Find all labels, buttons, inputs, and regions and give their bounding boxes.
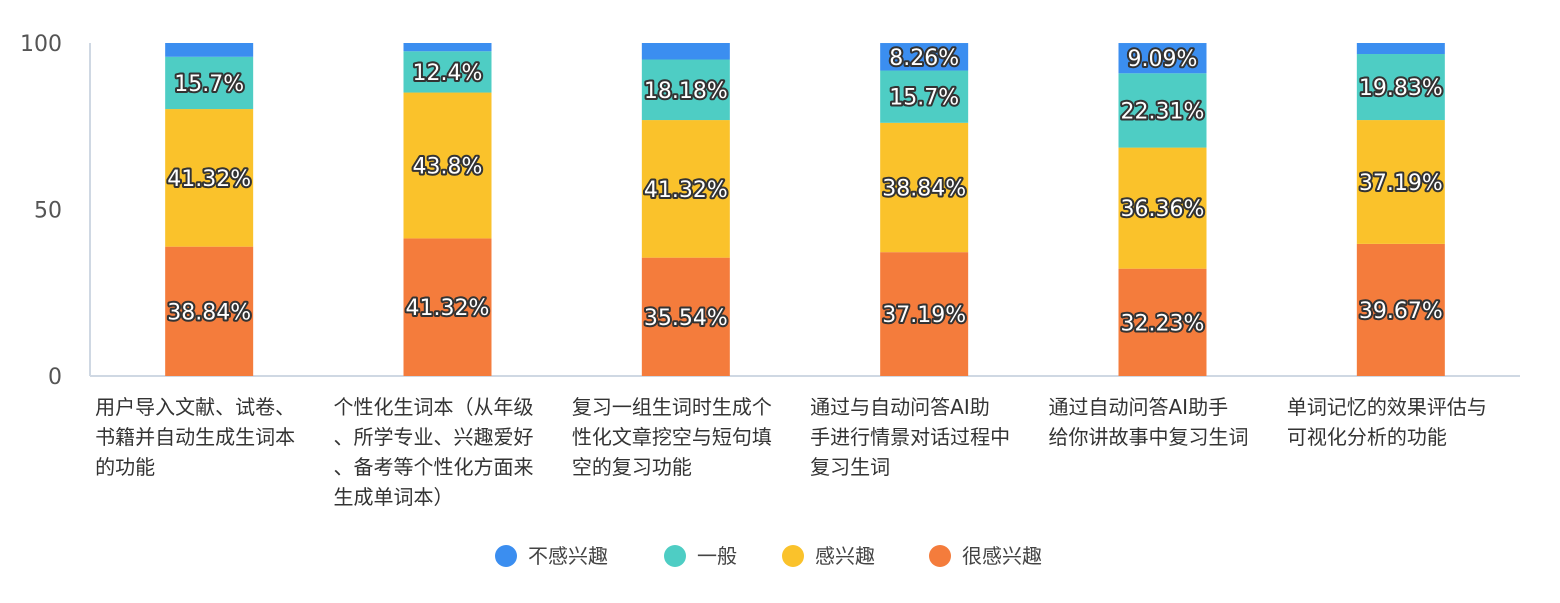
x-category-label-line: 个性化生词本（从年级 — [334, 395, 534, 419]
data-label: 9.09% — [1128, 47, 1198, 72]
x-category-label-line: 单词记忆的效果评估与 — [1287, 395, 1487, 419]
bar-segment — [880, 122, 969, 253]
data-label: 12.4% — [413, 61, 483, 86]
x-category-label-line: 可视化分析的功能 — [1287, 425, 1447, 449]
data-label: 43.8% — [413, 154, 483, 179]
bar-segment — [1118, 43, 1207, 74]
x-category-label-line: 生成单词本） — [334, 485, 454, 509]
bar-segment — [165, 56, 254, 110]
legend-label: 很感兴趣 — [962, 544, 1042, 568]
bar-segment — [1118, 268, 1207, 376]
x-category-label-line: 给你讲故事中复习生词 — [1049, 425, 1249, 449]
x-category-label-line: 的功能 — [95, 455, 155, 479]
legend-marker — [664, 545, 686, 567]
bar-segment — [165, 246, 254, 376]
bar-segment — [880, 252, 969, 376]
data-label: 18.18% — [644, 79, 728, 104]
bar-segment — [165, 43, 254, 57]
data-label: 37.19% — [1359, 171, 1443, 196]
legend-marker — [495, 545, 517, 567]
legend-marker — [782, 545, 804, 567]
x-category-label: 通过自动问答AI助手给你讲故事中复习生词 — [1049, 395, 1249, 449]
x-category-label-line: 复习一组生词时生成个 — [572, 395, 772, 419]
bar-segment — [1356, 120, 1445, 244]
legend-marker — [929, 545, 951, 567]
data-label: 38.84% — [882, 176, 966, 201]
bar-segment — [641, 59, 730, 121]
bar-segment — [403, 92, 492, 239]
data-label: 35.54% — [644, 306, 728, 331]
bar-segment — [880, 43, 969, 71]
data-label: 41.32% — [167, 167, 251, 192]
bar-segment — [1118, 147, 1207, 269]
data-label: 37.19% — [882, 303, 966, 328]
bar-segment — [403, 43, 492, 52]
bar-segment — [1356, 43, 1445, 55]
x-category-label-line: 、所学专业、兴趣爱好 — [334, 425, 534, 449]
data-label: 41.32% — [406, 296, 490, 321]
x-category-label-line: 书籍并自动生成生词本 — [95, 425, 295, 449]
data-label: 8.26% — [889, 46, 959, 71]
x-category-label-line: 空的复习功能 — [572, 455, 692, 479]
x-category-label-line: 复习生词 — [810, 455, 890, 479]
bar-segment — [165, 109, 254, 247]
x-category-label-line: 通过与自动问答AI助 — [810, 395, 990, 419]
y-tick-label: 100 — [20, 32, 62, 57]
legend-label: 不感兴趣 — [528, 544, 608, 568]
x-category-label-line: 用户导入文献、试卷、 — [95, 395, 295, 419]
legend-label: 一般 — [697, 544, 737, 568]
bar-segment — [1356, 54, 1445, 121]
bar-segment — [1356, 243, 1445, 376]
bar-segment — [880, 70, 969, 123]
x-category-label: 用户导入文献、试卷、书籍并自动生成生词本的功能 — [95, 395, 295, 479]
x-category-label: 通过与自动问答AI助手进行情景对话过程中复习生词 — [810, 395, 1010, 479]
data-label: 38.84% — [167, 300, 251, 325]
x-category-label-line: 通过自动问答AI助手 — [1049, 395, 1229, 419]
bar-segment — [403, 238, 492, 376]
data-label: 19.83% — [1359, 76, 1443, 101]
bar-segment — [641, 43, 730, 60]
x-category-label-line: 、备考等个性化方面来 — [334, 455, 534, 479]
bar-segment — [403, 51, 492, 93]
x-category-label: 单词记忆的效果评估与可视化分析的功能 — [1287, 395, 1487, 449]
data-label: 32.23% — [1121, 311, 1205, 336]
data-label: 39.67% — [1359, 299, 1443, 324]
data-label: 22.31% — [1121, 99, 1205, 124]
data-label: 36.36% — [1121, 197, 1205, 222]
y-tick-label: 50 — [34, 199, 62, 224]
bar-segment — [641, 120, 730, 258]
data-label: 41.32% — [644, 178, 728, 203]
x-category-label-line: 性化文章挖空与短句填 — [572, 425, 772, 449]
bar-segment — [1118, 73, 1207, 148]
x-category-label: 个性化生词本（从年级、所学专业、兴趣爱好、备考等个性化方面来生成单词本） — [334, 395, 534, 509]
x-category-label-line: 手进行情景对话过程中 — [810, 425, 1010, 449]
data-label: 15.7% — [889, 86, 959, 111]
bar-segment — [641, 257, 730, 376]
y-tick-label: 0 — [48, 365, 62, 390]
x-category-label: 复习一组生词时生成个性化文章挖空与短句填空的复习功能 — [572, 395, 772, 479]
data-label: 15.7% — [174, 72, 244, 97]
legend-label: 感兴趣 — [815, 544, 875, 568]
